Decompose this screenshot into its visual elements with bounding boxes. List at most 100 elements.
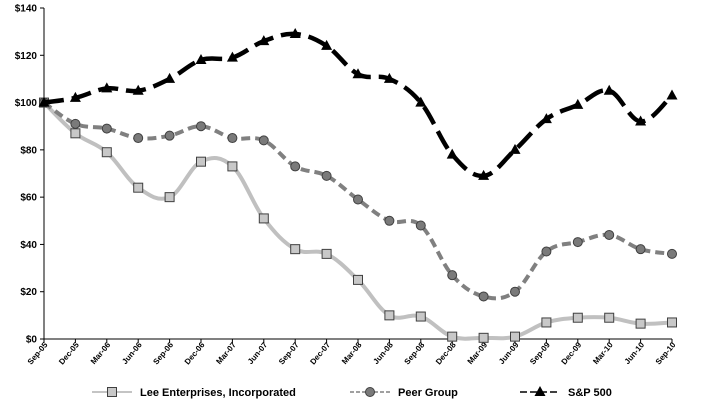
data-point (415, 96, 427, 107)
x-tick-label: Sep-10 (654, 340, 678, 366)
x-tick-label: Dec-07 (308, 340, 332, 366)
data-point (290, 244, 301, 255)
data-point (133, 133, 144, 144)
data-point (132, 84, 144, 95)
legend: Lee Enterprises, Incorporated Peer Group S… (92, 386, 612, 399)
plot-frame (43, 8, 672, 340)
series-3 (38, 28, 678, 180)
y-tick-label: $60 (20, 193, 37, 204)
data-point (258, 213, 269, 224)
data-point (196, 121, 206, 132)
data-point (604, 229, 615, 240)
x-tick-label: Mar-08 (340, 340, 364, 366)
data-point (101, 123, 112, 134)
data-point (69, 91, 81, 102)
x-tick-label: Dec-06 (183, 340, 207, 366)
data-point (70, 128, 81, 139)
data-point (321, 248, 332, 259)
legend-marker (365, 387, 375, 397)
data-point (415, 311, 426, 322)
data-point (572, 237, 583, 248)
data-point (415, 220, 426, 231)
data-point (635, 115, 647, 126)
legend-item: Peer Group (350, 387, 458, 399)
data-point (572, 98, 584, 109)
legend-label: S&P 500 (568, 387, 612, 399)
data-point (70, 118, 81, 129)
legend-label: Lee Enterprises, Incorporated (140, 387, 296, 399)
data-point (321, 170, 332, 181)
y-tick-label: $100 (15, 98, 38, 109)
data-point (352, 68, 364, 79)
data-point (604, 312, 615, 323)
data-point (101, 82, 113, 93)
x-tick-label: Mar-10 (591, 340, 615, 366)
y-tick-label: $120 (15, 51, 38, 62)
data-point (289, 28, 301, 39)
data-point (510, 286, 520, 297)
x-tick-label: Jun-10 (623, 340, 647, 366)
data-point (164, 72, 176, 83)
data-point (572, 312, 583, 323)
data-point (164, 192, 175, 203)
data-point (226, 51, 238, 62)
series-group (38, 28, 678, 343)
data-point (603, 84, 615, 95)
data-point (258, 135, 269, 146)
series-line (42, 100, 673, 301)
y-axis-ticks: $0 $20 $40 $60 $80 $100 $120 $140 (15, 4, 44, 346)
data-point (227, 161, 238, 172)
data-point (195, 54, 207, 65)
data-point (227, 133, 238, 144)
data-point (290, 161, 301, 172)
data-point (541, 317, 552, 328)
data-point (164, 130, 175, 141)
x-tick-label: Sep-06 (151, 340, 175, 366)
x-tick-label: Jun-06 (120, 340, 144, 366)
data-point (321, 39, 333, 50)
data-point (353, 274, 363, 285)
y-tick-label: $80 (20, 145, 37, 156)
y-tick-label: $140 (15, 4, 38, 15)
x-tick-label: Sep-08 (403, 340, 427, 366)
data-point (510, 331, 520, 342)
y-tick-label: $20 (20, 287, 37, 298)
legend-label: Peer Group (398, 387, 458, 399)
data-point (384, 215, 395, 226)
y-tick-label: $40 (20, 240, 37, 251)
x-tick-label: Dec-09 (560, 340, 584, 366)
legend-item: S&P 500 (520, 386, 612, 399)
legend-marker (534, 386, 546, 396)
legend-item: Lee Enterprises, Incorporated (92, 387, 296, 399)
data-point (447, 331, 458, 342)
x-tick-label: Mar-07 (214, 340, 238, 366)
data-point (353, 194, 363, 205)
data-point (196, 156, 206, 167)
x-tick-label: Sep-09 (528, 340, 552, 366)
x-tick-label: Dec-05 (57, 340, 81, 366)
x-axis-ticks: Sep-05 Dec-05 Mar-06 Jun-06 Sep-06 Dec-06 Mar-… (26, 339, 678, 366)
legend-marker (107, 387, 117, 397)
data-point (38, 96, 50, 107)
data-point (635, 318, 646, 329)
data-point (667, 317, 677, 328)
data-point (478, 169, 490, 180)
data-point (635, 244, 646, 255)
x-tick-label: Mar-06 (89, 340, 113, 366)
x-tick-label: Jun-08 (371, 340, 395, 366)
data-point (666, 89, 678, 100)
data-point (667, 248, 677, 259)
data-point (541, 246, 552, 257)
y-tick-label: $0 (26, 335, 38, 346)
data-point (478, 332, 489, 343)
x-tick-label: Jun-07 (246, 340, 270, 366)
series-2 (39, 97, 677, 302)
data-point (447, 270, 458, 281)
data-point (509, 143, 521, 154)
x-tick-label: Mar-09 (466, 340, 490, 366)
x-tick-label: Dec-08 (434, 340, 458, 366)
data-point (383, 72, 395, 83)
x-tick-label: Jun-09 (497, 340, 521, 366)
x-tick-label: Sep-07 (277, 340, 301, 366)
